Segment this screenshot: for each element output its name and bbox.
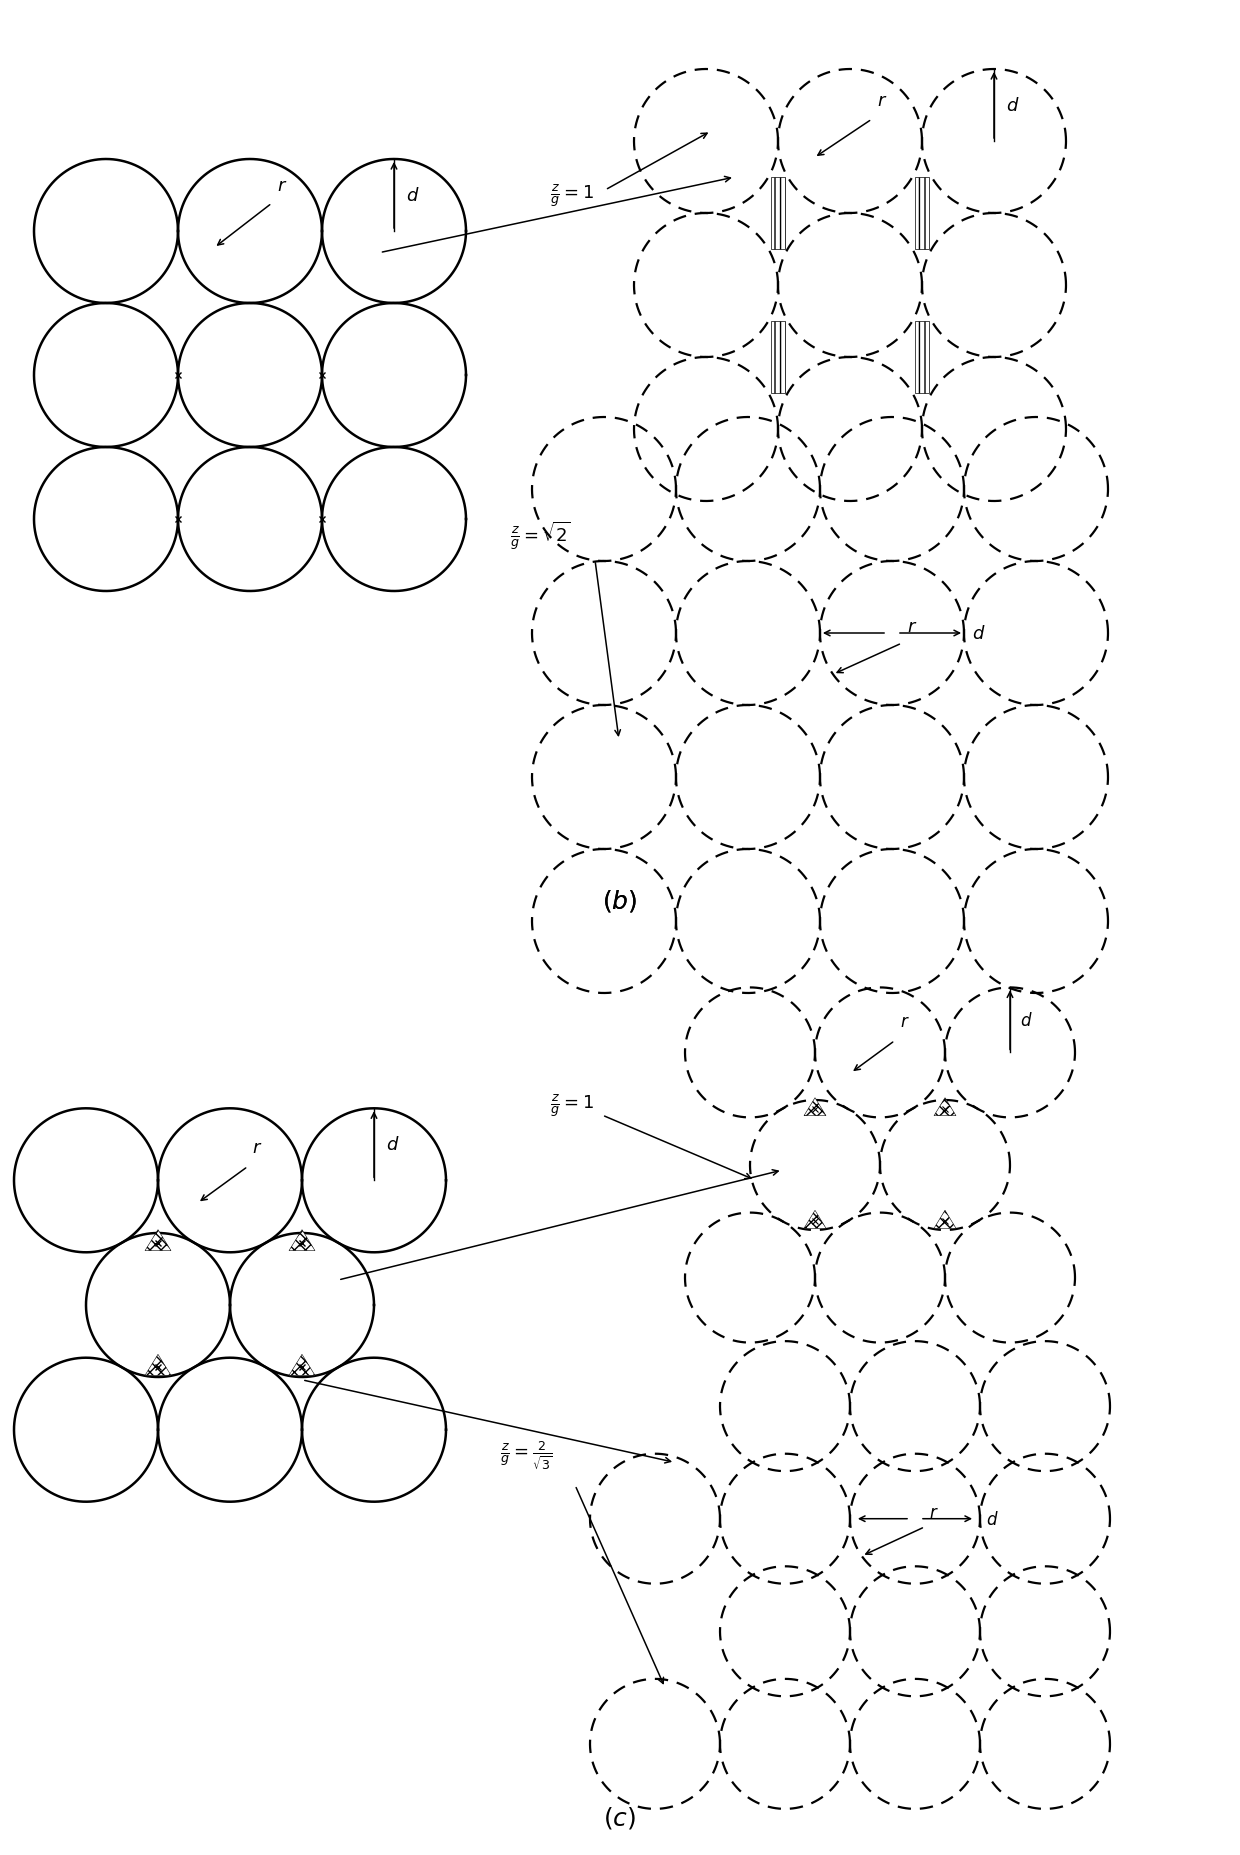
Bar: [771, 321, 785, 393]
Text: $d$: $d$: [1006, 96, 1019, 115]
Text: $r$: $r$: [877, 93, 888, 109]
Polygon shape: [934, 1211, 956, 1228]
Text: $\frac{z}{g}=\frac{2}{\sqrt{3}}$: $\frac{z}{g}=\frac{2}{\sqrt{3}}$: [500, 1439, 553, 1471]
Text: $d$: $d$: [1021, 1011, 1033, 1030]
Text: $d$: $d$: [405, 187, 419, 204]
Text: $(b)$: $(b)$: [603, 887, 637, 913]
Polygon shape: [934, 1098, 956, 1117]
Text: $(b)$: $(b)$: [603, 887, 637, 913]
Text: $\frac{z}{g}=1$: $\frac{z}{g}=1$: [551, 1093, 594, 1119]
Text: $r$: $r$: [906, 618, 918, 636]
Text: $\frac{z}{g}=\sqrt{2}$: $\frac{z}{g}=\sqrt{2}$: [510, 519, 570, 551]
Bar: [915, 321, 929, 393]
Text: $r$: $r$: [277, 176, 288, 195]
Text: $d$: $d$: [972, 625, 986, 642]
Text: $d$: $d$: [986, 1510, 998, 1529]
Polygon shape: [145, 1354, 171, 1376]
Bar: [771, 178, 785, 250]
Polygon shape: [289, 1354, 315, 1376]
Polygon shape: [289, 1230, 315, 1250]
Text: $r$: $r$: [900, 1013, 910, 1031]
Bar: [915, 178, 929, 250]
Polygon shape: [804, 1211, 826, 1228]
Polygon shape: [145, 1230, 171, 1250]
Polygon shape: [804, 1098, 826, 1117]
Text: $r$: $r$: [252, 1139, 263, 1158]
Text: $r$: $r$: [929, 1503, 939, 1521]
Text: $(c)$: $(c)$: [604, 1805, 636, 1831]
Text: $\frac{z}{g}=1$: $\frac{z}{g}=1$: [551, 182, 594, 210]
Text: $d$: $d$: [386, 1135, 399, 1154]
